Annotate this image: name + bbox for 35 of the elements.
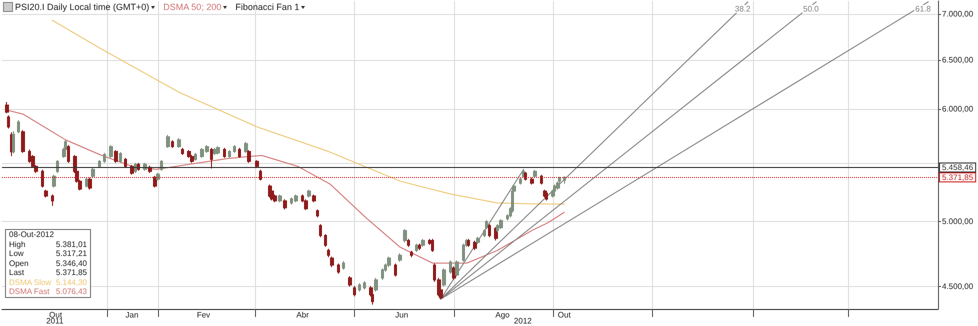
x-tick-label: Out [558,310,572,320]
y-tick-label: 7.000,00 [942,10,974,19]
annotation: Low [9,249,24,258]
annotation: 5.371,85 [56,268,87,278]
x-tick-label: Ago [495,310,510,320]
annotation: 5.346,40 [56,258,87,268]
y-tick-label: 6.500,00 [942,55,974,64]
annotation: 5.317,21 [56,249,87,258]
y-tick-label: 5.000,00 [942,217,974,226]
series-label: 38.2 [734,4,751,14]
chart-title: PSI20.I Daily Local time (GMT+0) [15,2,150,12]
annotation: Open [9,258,29,268]
x-tick-label: Out [49,310,63,320]
x-tick-label: Fev [196,310,210,320]
annotation: Fibonacci Fan 1 [235,2,300,12]
chart-subtitle: DSMA 50; 200 [163,2,222,12]
x-tick-label: Jun [395,310,408,320]
series-label: 61.8 [915,4,932,14]
annotation: 08-Out-2012 [9,230,54,240]
annotation: 5.381,01 [56,240,87,249]
annotation: 5.144,30 [56,278,87,287]
x-tick-label: Abr [296,310,310,320]
annotation: 5.076,43 [56,287,87,296]
ref-line-label: 5.371,85 [942,172,974,182]
text: 2012 [514,316,532,326]
y-tick-label: 4.500,00 [942,282,974,292]
ref-line-label: 5.458,46 [942,163,974,172]
text: DSMA Slow [9,278,52,287]
y-tick-label: 6.000,00 [942,104,974,114]
text: DSMA Fast [9,287,50,296]
annotation: High [9,240,26,249]
x-tick-label: Jan [126,310,138,320]
series-label: 50.0 [803,4,820,14]
annotation: Last [9,268,24,278]
text: 2011 [46,316,64,326]
